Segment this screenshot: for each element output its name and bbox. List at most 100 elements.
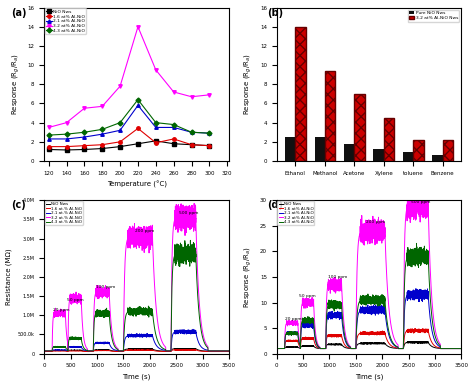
3.2 at% Al-NiO [64, 120, 69, 125]
Bar [354, 94, 365, 161]
2.1 at.% Al-NiO [190, 327, 196, 332]
2.1 at% Al-NiO [207, 131, 212, 135]
4.3 at.% Al-NiO [90, 349, 95, 353]
4.3 at% Al-NiO [64, 132, 69, 137]
1.6 at% Al-NiO [347, 346, 353, 350]
1.6 at% Al-NiO [322, 346, 328, 351]
Legend: NiO Nws, 1.6 at.% Al-NiO, 2.1 at.% Al-NiO, 3.2 at.% Al-NiO, 4.3 at.% Al-NiO: NiO Nws, 1.6 at.% Al-NiO, 2.1 at.% Al-Ni… [45, 201, 83, 225]
4.3 at.% Al-NiO [131, 310, 137, 315]
2.1 at% Al-NiO [399, 346, 404, 351]
4.3 at.% Al-NiO [41, 349, 47, 353]
1.6 at.% Al-NiO [41, 349, 47, 354]
Line: 1.6 at% Al-NiO: 1.6 at% Al-NiO [47, 127, 211, 148]
Bar [344, 144, 354, 161]
NiO Nws [82, 147, 87, 152]
4.3 at% Al-NiO [459, 346, 465, 351]
Line: 3.2 at.% Al-NiO: 3.2 at.% Al-NiO [44, 203, 229, 350]
NiO Nws [135, 141, 141, 146]
3.2 at.% Al-NiO [111, 339, 117, 344]
3.2 at% Al-NiO [322, 346, 328, 351]
1.6 at% Al-NiO [189, 142, 194, 147]
Legend: NiO Nws, 1.6 at% Al-NiO, 2.1 at% Al-NiO, 3.2 at% Al-NiO, 4.3 at% Al-NiO: NiO Nws, 1.6 at% Al-NiO, 2.1 at% Al-NiO,… [45, 8, 86, 34]
4.3 at% Al-NiO [189, 130, 194, 135]
1.6 at.% Al-NiO [131, 348, 137, 352]
NiO Nws [347, 346, 353, 351]
Line: 3.2 at% Al-NiO: 3.2 at% Al-NiO [277, 187, 462, 349]
NiO Nws [274, 346, 280, 351]
NiO Nws [166, 349, 172, 354]
3.2 at% Al-NiO [399, 346, 404, 351]
NiO Nws [115, 349, 120, 354]
2.1 at% Al-NiO [413, 286, 419, 291]
NiO Nws [100, 146, 105, 151]
3.2 at% Al-NiO [46, 125, 52, 130]
4.3 at% Al-NiO [414, 241, 419, 245]
1.6 at% Al-NiO [100, 142, 105, 147]
1.6 at% Al-NiO [82, 143, 87, 148]
3.2 at% Al-NiO [283, 322, 289, 326]
2.1 at% Al-NiO [117, 128, 123, 133]
3.2 at.% Al-NiO [191, 201, 197, 206]
1.6 at% Al-NiO [117, 139, 123, 144]
1.6 at% Al-NiO [64, 144, 69, 149]
Text: 20 ppm: 20 ppm [285, 317, 301, 322]
Y-axis label: Response (R$_{g}$/R$_{a}$): Response (R$_{g}$/R$_{a}$) [10, 53, 22, 115]
2.1 at% Al-NiO [459, 346, 465, 351]
1.6 at% Al-NiO [283, 339, 289, 344]
NiO Nws [226, 349, 232, 354]
3.2 at.% Al-NiO [131, 236, 137, 241]
1.6 at% Al-NiO [207, 143, 212, 148]
3.2 at% Al-NiO [363, 218, 369, 223]
NiO Nws [416, 339, 421, 344]
Text: (a): (a) [11, 8, 27, 17]
2.1 at% Al-NiO [189, 130, 194, 135]
2.1 at% Al-NiO [363, 308, 369, 313]
1.6 at% Al-NiO [274, 346, 280, 351]
Y-axis label: Response (R$_{g}$/R$_{a}$): Response (R$_{g}$/R$_{a}$) [243, 53, 255, 115]
Bar [403, 152, 413, 161]
NiO Nws [153, 139, 159, 143]
3.2 at.% Al-NiO [90, 348, 95, 353]
Y-axis label: Response (R$_{g}$/R$_{a}$): Response (R$_{g}$/R$_{a}$) [243, 246, 255, 308]
4.3 at.% Al-NiO [111, 343, 117, 347]
3.2 at% Al-NiO [135, 24, 141, 29]
3.2 at% Al-NiO [171, 90, 176, 94]
4.3 at.% Al-NiO [226, 349, 232, 353]
Text: 100 ppm: 100 ppm [328, 275, 347, 279]
4.3 at% Al-NiO [322, 346, 328, 351]
4.3 at% Al-NiO [283, 331, 289, 336]
2.1 at% Al-NiO [274, 346, 280, 351]
Text: (d): (d) [267, 200, 283, 210]
NiO Nws [51, 348, 57, 353]
Legend: Pure NiO Nws, 3.2 at% Al-NiO Nws: Pure NiO Nws, 3.2 at% Al-NiO Nws [408, 10, 459, 22]
Line: 4.3 at% Al-NiO: 4.3 at% Al-NiO [47, 98, 211, 137]
1.6 at% Al-NiO [135, 126, 141, 131]
2.1 at.% Al-NiO [41, 349, 47, 353]
Text: (b): (b) [267, 8, 283, 17]
Text: 500 ppm: 500 ppm [411, 200, 430, 204]
1.6 at% Al-NiO [459, 346, 465, 351]
2.1 at.% Al-NiO [51, 347, 57, 352]
2.1 at.% Al-NiO [166, 349, 172, 353]
2.1 at% Al-NiO [135, 103, 141, 108]
Line: NiO Nws: NiO Nws [44, 349, 229, 351]
3.2 at% Al-NiO [347, 344, 353, 349]
1.6 at% Al-NiO [412, 326, 418, 331]
4.3 at% Al-NiO [207, 131, 212, 135]
Text: 200 ppm: 200 ppm [135, 229, 154, 233]
1.6 at.% Al-NiO [111, 349, 117, 354]
Text: 50 ppm: 50 ppm [67, 298, 84, 302]
3.2 at% Al-NiO [100, 104, 105, 108]
NiO Nws [399, 346, 404, 351]
3.2 at% Al-NiO [153, 68, 159, 72]
Y-axis label: Resistance (MΩ): Resistance (MΩ) [6, 249, 12, 305]
Line: 1.6 at% Al-NiO: 1.6 at% Al-NiO [277, 328, 462, 349]
Bar [432, 155, 443, 161]
1.6 at.% Al-NiO [178, 347, 183, 352]
Line: NiO Nws: NiO Nws [47, 139, 211, 152]
2.1 at% Al-NiO [153, 125, 159, 130]
3.2 at% Al-NiO [415, 185, 420, 190]
3.2 at% Al-NiO [117, 84, 123, 88]
4.3 at% Al-NiO [171, 122, 176, 127]
Bar [374, 149, 384, 161]
